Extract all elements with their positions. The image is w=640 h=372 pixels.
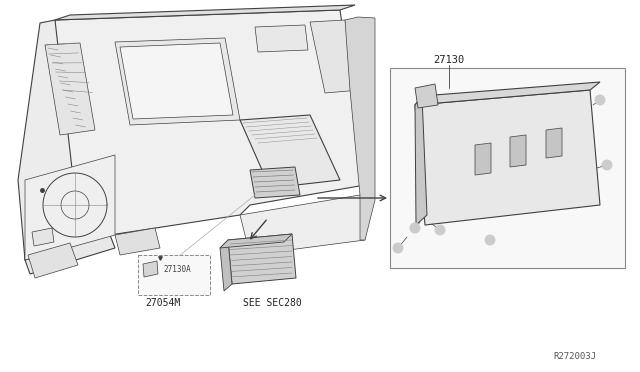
Polygon shape	[143, 261, 158, 277]
Polygon shape	[310, 20, 360, 93]
Polygon shape	[220, 234, 292, 248]
Bar	[138, 255, 210, 295]
Polygon shape	[220, 240, 232, 291]
Polygon shape	[25, 235, 115, 274]
Polygon shape	[240, 115, 340, 188]
Polygon shape	[546, 128, 562, 158]
Polygon shape	[255, 25, 308, 52]
Polygon shape	[115, 38, 240, 125]
Text: SEE SEC280: SEE SEC280	[243, 298, 301, 308]
Polygon shape	[240, 195, 365, 255]
Polygon shape	[55, 5, 355, 20]
Polygon shape	[32, 228, 54, 246]
Polygon shape	[250, 167, 300, 198]
Polygon shape	[345, 17, 375, 240]
Polygon shape	[415, 96, 427, 225]
Polygon shape	[415, 90, 600, 225]
Polygon shape	[18, 20, 75, 260]
Text: R272003J: R272003J	[554, 352, 596, 361]
Circle shape	[595, 95, 605, 105]
Polygon shape	[25, 155, 115, 260]
Polygon shape	[228, 234, 296, 284]
Circle shape	[602, 160, 612, 170]
Text: 27130: 27130	[433, 55, 465, 65]
Circle shape	[485, 235, 495, 245]
Circle shape	[393, 243, 403, 253]
Polygon shape	[415, 82, 600, 105]
Polygon shape	[25, 10, 365, 260]
Circle shape	[410, 223, 420, 233]
Polygon shape	[415, 84, 438, 108]
Text: 27130A: 27130A	[163, 265, 191, 274]
Polygon shape	[510, 135, 526, 167]
Polygon shape	[45, 43, 95, 135]
Polygon shape	[28, 243, 78, 278]
Polygon shape	[120, 43, 233, 119]
Text: 27054M: 27054M	[145, 298, 180, 308]
Circle shape	[435, 225, 445, 235]
Bar	[390, 68, 625, 268]
Polygon shape	[115, 228, 160, 255]
Polygon shape	[475, 143, 491, 175]
